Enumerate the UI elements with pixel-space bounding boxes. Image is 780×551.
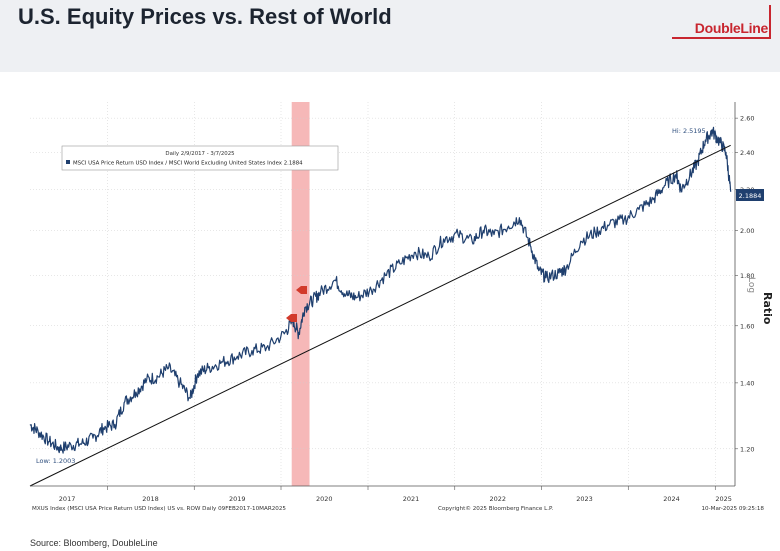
- legend-swatch: [66, 160, 70, 164]
- x-ticks-group: 2017 2018 2019 2020 2021 2022 2023 2024 2025: [59, 486, 732, 503]
- series-group: [29, 126, 732, 487]
- legend-entry: MSCI USA Price Return USD Index / MSCI W…: [73, 161, 303, 167]
- page-title: U.S. Equity Prices vs. Rest of World: [18, 4, 392, 29]
- footer-note: MXUS Index (MSCI USA Price Return USD In…: [32, 506, 286, 512]
- logo-vertical-rule: [769, 5, 771, 39]
- x-tick-label: 2023: [576, 495, 593, 503]
- x-tick-label: 2025: [715, 495, 732, 503]
- y-axis-scale-label: Log: [746, 277, 756, 293]
- legend: Daily 2/9/2017 - 3/7/2025 MSCI USA Price…: [61, 145, 339, 171]
- red-markers: [286, 286, 307, 322]
- ratio-chart: 1.201.401.601.802.002.202.402.60 2017201…: [29, 102, 774, 512]
- high-annotation: Hi: 2.5195: [672, 127, 706, 135]
- logo-text: DoubleLine: [694, 20, 769, 36]
- x-tick-label: 2018: [142, 495, 159, 503]
- covid-highlight-band: [291, 102, 310, 486]
- low-point-marker: [57, 446, 63, 451]
- x-tick-label: 2022: [490, 495, 507, 503]
- y-tick-label: 2.40: [740, 149, 754, 157]
- y-tick-label: 1.20: [740, 445, 754, 453]
- last-value-box: [736, 189, 764, 201]
- trend-line: [29, 144, 731, 487]
- x-tick-label: 2024: [663, 495, 680, 503]
- x-tick-label: 2017: [59, 495, 76, 503]
- high-point-marker: [710, 129, 715, 134]
- y-tick-label: 1.40: [740, 379, 754, 387]
- last-value-tag: 2.1884: [736, 189, 764, 201]
- x-tick-label: 2019: [229, 495, 246, 503]
- x-tick-label: 2020: [316, 495, 333, 503]
- red-marker-2: [296, 286, 307, 294]
- low-annotation: Low: 1.2003: [36, 457, 75, 465]
- footer-copyright: Copyright© 2025 Bloomberg Finance L.P.: [438, 505, 553, 512]
- source-note: Source: Bloomberg, DoubleLine: [30, 538, 158, 548]
- doubleline-logo: DoubleLine: [668, 5, 772, 43]
- x-tick-label: 2021: [403, 495, 420, 503]
- highlight-band-group: [291, 102, 310, 486]
- ratio-series-line: [29, 126, 732, 454]
- red-marker-1: [286, 314, 297, 322]
- footer-timestamp: 10-Mar-2025 09:25:18: [702, 506, 765, 512]
- logo-horizontal-rule: [672, 37, 770, 39]
- y-tick-label: 2.00: [740, 227, 754, 235]
- legend-box: [61, 145, 339, 171]
- y-tick-label: 1.60: [740, 322, 754, 330]
- header-band: U.S. Equity Prices vs. Rest of World Dou…: [0, 0, 780, 72]
- last-value-label: 2.1884: [739, 192, 762, 200]
- y-axis-label: Ratio: [761, 292, 774, 325]
- y-tick-label: 2.60: [740, 115, 754, 123]
- legend-title: Daily 2/9/2017 - 3/7/2025: [165, 151, 234, 157]
- y-tick-label: 1.80: [740, 272, 754, 280]
